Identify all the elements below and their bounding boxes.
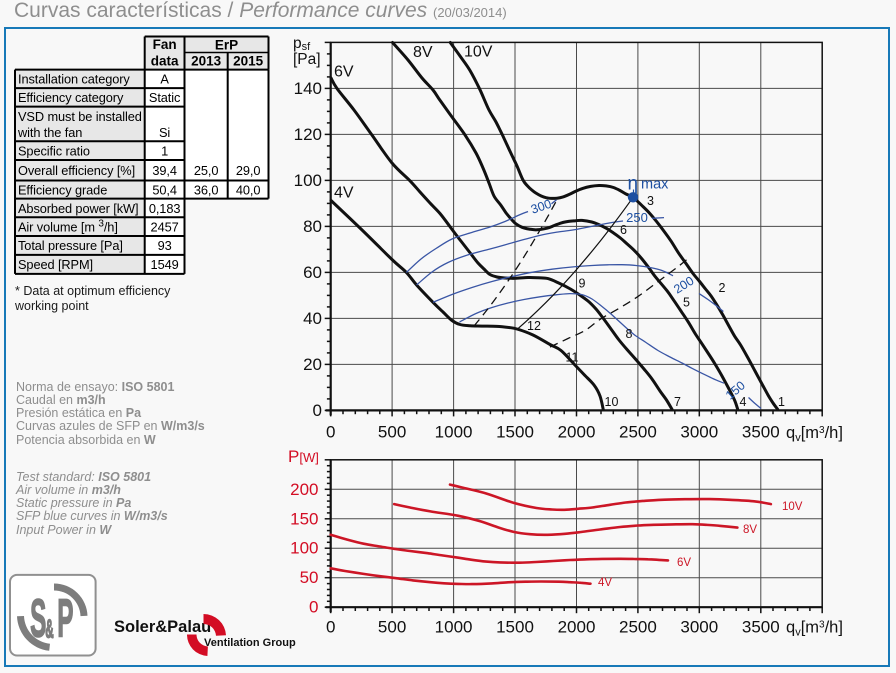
svg-text:50: 50 <box>300 568 319 587</box>
svg-text:1000: 1000 <box>435 617 473 636</box>
svg-text:80: 80 <box>303 217 322 236</box>
svg-text:ErP: ErP <box>215 37 238 52</box>
svg-text:3000: 3000 <box>680 422 718 441</box>
svg-text:0: 0 <box>313 401 322 420</box>
svg-text:Fan: Fan <box>153 37 177 52</box>
svg-text:1: 1 <box>161 143 168 158</box>
svg-text:A: A <box>160 72 169 87</box>
svg-text:25,0: 25,0 <box>194 163 219 178</box>
svg-text:1: 1 <box>778 395 785 409</box>
svg-text:8V: 8V <box>743 524 757 536</box>
svg-text:8: 8 <box>626 327 633 341</box>
svg-text:2457: 2457 <box>151 220 179 235</box>
svg-text:Overall efficiency [%]: Overall efficiency [%] <box>18 163 135 178</box>
svg-text:2000: 2000 <box>558 422 596 441</box>
svg-text:2: 2 <box>719 281 726 295</box>
svg-text:8V: 8V <box>413 44 433 61</box>
svg-text:2500: 2500 <box>619 617 657 636</box>
svg-text:1000: 1000 <box>435 422 473 441</box>
svg-text:with the fan: with the fan <box>17 125 82 140</box>
svg-text:120: 120 <box>294 125 322 144</box>
svg-text:P[W]: P[W] <box>288 447 319 466</box>
svg-text:60: 60 <box>303 263 322 282</box>
svg-text:10V: 10V <box>464 44 493 61</box>
svg-text:11: 11 <box>566 351 579 365</box>
svg-text:2500: 2500 <box>619 422 657 441</box>
svg-text:Air volume [m 3/h]: Air volume [m 3/h] <box>18 219 118 235</box>
svg-text:50,4: 50,4 <box>152 182 177 197</box>
svg-text:VSD must be installed: VSD must be installed <box>18 109 142 124</box>
svg-text:100: 100 <box>290 539 318 558</box>
svg-text:300: 300 <box>529 197 553 217</box>
svg-text:6V: 6V <box>334 64 354 81</box>
svg-text:qv[m3/h]: qv[m3/h] <box>786 618 843 638</box>
svg-text:0,183: 0,183 <box>149 201 181 216</box>
svg-text:150: 150 <box>290 509 318 528</box>
svg-text:0: 0 <box>309 598 318 617</box>
svg-text:7: 7 <box>674 395 681 409</box>
svg-text:data: data <box>151 54 179 69</box>
svg-text:0: 0 <box>326 617 335 636</box>
svg-text:1500: 1500 <box>496 422 534 441</box>
svg-text:4V: 4V <box>334 185 354 202</box>
svg-text:500: 500 <box>378 617 406 636</box>
svg-text:Si: Si <box>159 125 170 140</box>
svg-text:3500: 3500 <box>742 422 780 441</box>
svg-text:40: 40 <box>303 309 322 328</box>
svg-text:max: max <box>641 177 669 193</box>
svg-text:39,4: 39,4 <box>152 163 177 178</box>
svg-text:2013: 2013 <box>191 54 222 69</box>
svg-text:0: 0 <box>326 422 335 441</box>
svg-text:9: 9 <box>579 277 586 291</box>
svg-text:qv[m3/h]: qv[m3/h] <box>786 424 843 444</box>
svg-text:200: 200 <box>671 274 696 297</box>
svg-text:Static: Static <box>149 90 181 105</box>
svg-text:36,0: 36,0 <box>194 182 219 197</box>
svg-text:1500: 1500 <box>496 617 534 636</box>
svg-text:Efficiency category: Efficiency category <box>18 90 124 105</box>
svg-text:3500: 3500 <box>742 617 780 636</box>
svg-text:20: 20 <box>303 355 322 374</box>
svg-text:[Pa]: [Pa] <box>293 51 321 68</box>
svg-text:12: 12 <box>527 319 541 333</box>
svg-text:S: S <box>30 588 46 649</box>
svg-text:5: 5 <box>683 296 690 310</box>
svg-text:6V: 6V <box>677 557 691 569</box>
svg-text:250: 250 <box>626 210 648 225</box>
svg-text:1549: 1549 <box>151 257 179 272</box>
svg-text:40,0: 40,0 <box>236 182 261 197</box>
svg-text:10: 10 <box>605 395 619 409</box>
svg-text:500: 500 <box>378 422 406 441</box>
svg-text:Specific ratio: Specific ratio <box>18 143 90 158</box>
svg-text:η: η <box>628 174 639 195</box>
svg-text:P: P <box>57 588 73 649</box>
svg-text:2000: 2000 <box>558 617 596 636</box>
svg-text:Total pressure [Pa]: Total pressure [Pa] <box>18 238 123 253</box>
svg-text:Efficiency grade: Efficiency grade <box>18 182 107 197</box>
svg-text:10V: 10V <box>782 501 803 513</box>
svg-text:3: 3 <box>647 194 654 208</box>
svg-text:140: 140 <box>294 79 322 98</box>
svg-text:29,0: 29,0 <box>236 163 261 178</box>
svg-text:100: 100 <box>294 171 322 190</box>
svg-text:Speed [RPM]: Speed [RPM] <box>18 257 93 272</box>
svg-text:93: 93 <box>158 238 172 253</box>
svg-text:4V: 4V <box>598 577 612 589</box>
svg-text:Absorbed power [kW]: Absorbed power [kW] <box>18 201 138 216</box>
svg-text:2015: 2015 <box>233 54 264 69</box>
svg-text:Installation category: Installation category <box>18 72 130 87</box>
svg-text:200: 200 <box>290 480 318 499</box>
svg-text:3000: 3000 <box>680 617 718 636</box>
svg-text:6: 6 <box>620 223 627 237</box>
svg-text:4: 4 <box>740 395 747 409</box>
svg-text:&: & <box>45 616 53 644</box>
